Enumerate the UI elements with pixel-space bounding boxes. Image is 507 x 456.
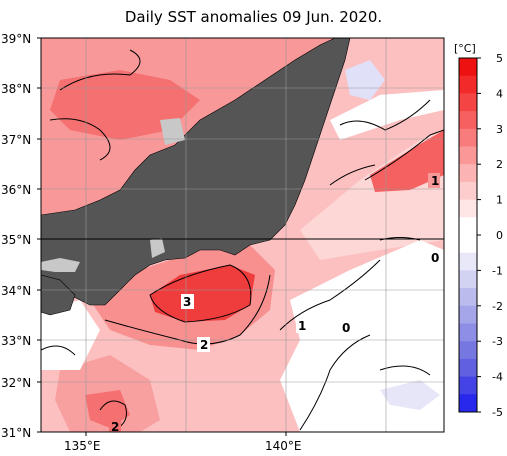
colorbar-swatch <box>459 146 477 165</box>
colorbar-ticks: 5 4 3 2 1 0 -1 -2 -3 -4 -5 <box>477 52 503 419</box>
contour-label: 2 <box>111 420 119 434</box>
colorbar-swatch <box>459 341 477 360</box>
colorbar-swatch <box>459 93 477 112</box>
lake-missing-2 <box>150 238 165 258</box>
colorbar-tick-label: 1 <box>496 194 503 207</box>
colorbar-swatch <box>459 288 477 307</box>
lat-tick-label: 35°N <box>1 233 31 247</box>
colorbar-swatch <box>459 128 477 147</box>
contour-label: 0 <box>342 321 350 335</box>
near-zero-area-south <box>280 240 444 432</box>
colorbar-tick-label: 2 <box>496 158 503 171</box>
cold-patch-ne <box>345 60 385 100</box>
contour-lines <box>41 49 444 431</box>
colorbar-swatch <box>459 181 477 201</box>
colorbar-swatch <box>459 305 477 324</box>
contour-label: 1 <box>431 174 439 188</box>
shikoku-land <box>41 274 76 316</box>
contour-label-group: 1 0 3 2 1 0 2 <box>109 173 440 434</box>
map-title: Daily SST anomalies 09 Jun. 2020. <box>124 8 383 26</box>
lat-tick-label: 31°N <box>1 426 31 440</box>
lat-tick-label: 38°N <box>1 82 31 96</box>
colorbar-swatch <box>459 111 477 130</box>
lat-tick-label: 37°N <box>1 133 31 147</box>
colorbar-tick-label: 3 <box>496 123 503 136</box>
lon-tick-label: 135°E <box>64 439 101 453</box>
warm-band-east <box>370 130 444 192</box>
near-zero-patch-ne <box>330 90 444 140</box>
colorbar-swatch <box>459 376 477 395</box>
colorbar-swatch <box>459 358 477 378</box>
near-zero-patch-west <box>41 300 100 370</box>
lat-tick-label: 33°N <box>1 334 31 348</box>
lat-tick-label: 32°N <box>1 376 31 390</box>
colorbar-tick-label: -4 <box>492 371 503 384</box>
colorbar-swatches <box>459 58 477 413</box>
colorbar-unit: [°C] <box>454 42 476 55</box>
warm-core-sw <box>85 390 130 428</box>
map-frame <box>40 37 445 433</box>
colorbar-swatch <box>459 394 477 413</box>
colorbar-swatch <box>459 199 477 218</box>
colorbar-swatch <box>459 323 477 342</box>
contour-label: 3 <box>183 295 191 309</box>
honshu-land <box>41 38 351 306</box>
lat-tick-label: 36°N <box>1 183 31 197</box>
colorbar-tick-label: 5 <box>496 52 503 65</box>
sado-missing <box>160 118 185 145</box>
map-plot-area <box>41 38 444 432</box>
y-axis: 39°N 38°N 37°N 36°N 35°N 34°N 33°N 32°N … <box>1 32 41 440</box>
colorbar-swatch <box>459 252 477 271</box>
colorbar-swatch <box>459 164 477 183</box>
lat-tick-label: 39°N <box>1 32 31 46</box>
contour-label: 2 <box>200 338 208 352</box>
colorbar-swatch <box>459 217 477 236</box>
colorbar-swatch <box>459 75 477 94</box>
colorbar-tick-label: -5 <box>492 406 503 419</box>
contour-label: 0 <box>431 251 439 265</box>
lat-tick-label: 34°N <box>1 284 31 298</box>
colorbar-swatch <box>459 58 477 77</box>
colorbar: [°C] 5 4 3 2 1 0 -1 -2 -3 -4 -5 <box>454 42 503 419</box>
colorbar-tick-label: 0 <box>496 229 503 242</box>
hot-spot <box>150 265 255 322</box>
colorbar-tick-label: -1 <box>492 264 503 277</box>
colorbar-tick-label: -2 <box>492 300 503 313</box>
colorbar-swatch <box>459 270 477 289</box>
cold-patch-se <box>380 380 440 410</box>
contour-label: 1 <box>298 319 306 333</box>
colorbar-swatch <box>459 235 477 254</box>
x-axis: 135°E 140°E <box>64 432 302 453</box>
colorbar-tick-label: 4 <box>496 87 503 100</box>
lon-tick-label: 140°E <box>265 439 302 453</box>
lake-biwa-missing <box>41 258 80 272</box>
colorbar-tick-label: -3 <box>492 335 503 348</box>
